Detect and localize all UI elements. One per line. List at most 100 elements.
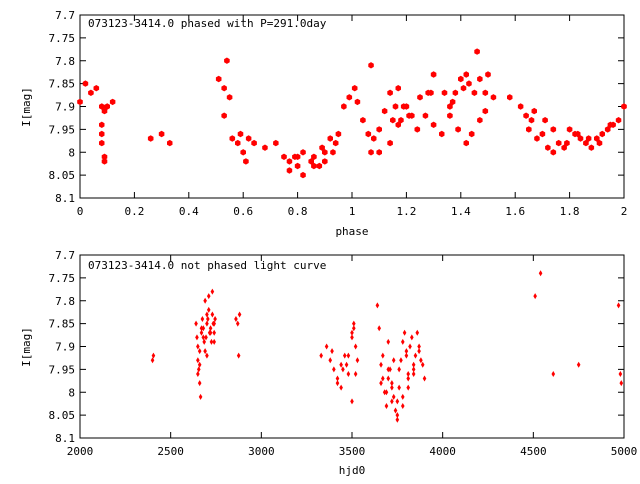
bottom-data-point xyxy=(212,329,216,336)
top-data-point xyxy=(311,162,317,170)
top-plot: 0 0.2 0.4 0.6 0.8 1 1.2 1.4 1.6 1.8 2 7.7 7.75 7.8 7.8… xyxy=(49,9,628,218)
bottom-data-point xyxy=(236,352,241,359)
top-data-point xyxy=(422,112,429,119)
bottom-data-point xyxy=(382,389,387,396)
top-data-point xyxy=(447,103,453,110)
bottom-data-point xyxy=(619,380,624,387)
top-data-point xyxy=(531,107,537,115)
top-data-point xyxy=(286,158,293,165)
bottom-data-point xyxy=(235,320,240,327)
bottom-y-tick-label: 8.05 xyxy=(49,409,76,422)
top-data-point xyxy=(482,107,489,115)
top-data-point xyxy=(351,85,358,92)
top-data-point xyxy=(368,149,374,156)
bottom-data-point xyxy=(213,316,217,323)
top-data-point xyxy=(550,126,557,133)
top-x-tick-label: 1 xyxy=(349,205,356,218)
bottom-data-point xyxy=(195,334,199,341)
bottom-data-point xyxy=(237,311,242,318)
bottom-data-point xyxy=(417,343,421,350)
bottom-data-point xyxy=(203,348,207,355)
top-y-tick-label: 7.8 xyxy=(55,55,75,68)
top-data-point xyxy=(455,126,461,133)
bottom-data-point xyxy=(355,357,360,364)
top-data-point xyxy=(395,85,401,92)
bottom-data-point xyxy=(198,393,203,400)
bottom-data-point xyxy=(618,370,623,377)
top-data-point xyxy=(226,94,233,101)
bottom-x-axis-label: hjd0 xyxy=(339,464,366,477)
top-data-point xyxy=(221,85,227,92)
top-data-point xyxy=(550,149,557,156)
bottom-data-point xyxy=(197,380,202,387)
top-data-point xyxy=(101,158,108,165)
bottom-y-tick-label: 7.7 xyxy=(55,249,75,262)
bottom-data-point xyxy=(411,361,416,368)
top-data-point xyxy=(583,139,589,147)
bottom-data-point xyxy=(408,343,412,350)
top-data-point xyxy=(539,130,546,138)
top-data-point xyxy=(335,130,342,138)
bottom-data-point xyxy=(196,357,200,364)
top-y-tick-label: 7.75 xyxy=(49,32,76,45)
bottom-data-point xyxy=(210,288,215,295)
top-data-point xyxy=(330,149,336,156)
top-data-point xyxy=(599,130,605,138)
bottom-data-point xyxy=(400,402,405,409)
bottom-data-point xyxy=(420,361,425,368)
top-data-point xyxy=(93,85,100,92)
top-data-point xyxy=(381,107,388,115)
bottom-data-point xyxy=(234,316,238,323)
bottom-data-point xyxy=(404,352,409,359)
bottom-data-point xyxy=(202,338,207,345)
top-y-axis-label: I[mag] xyxy=(20,87,33,127)
bottom-data-point xyxy=(199,325,204,332)
bottom-data-point xyxy=(390,380,394,387)
bottom-data-point xyxy=(210,311,215,318)
top-data-point xyxy=(561,144,567,151)
top-data-point xyxy=(237,130,244,138)
bottom-data-point xyxy=(397,366,401,373)
bottom-plot-frame xyxy=(79,254,625,439)
top-data-point xyxy=(88,89,94,96)
top-data-point xyxy=(215,75,222,83)
bottom-data-point xyxy=(150,357,155,364)
bottom-data-point xyxy=(399,357,403,364)
bottom-data-point xyxy=(339,384,343,391)
top-x-axis-label: phase xyxy=(335,225,368,238)
top-data-point xyxy=(319,144,325,151)
bottom-x-tick-label: 2000 xyxy=(67,445,94,458)
top-data-point xyxy=(523,112,529,119)
bottom-data-point xyxy=(335,375,340,382)
top-y-tick-label: 7.85 xyxy=(49,78,76,91)
top-data-point xyxy=(332,139,339,147)
bottom-data-point xyxy=(196,343,200,350)
top-x-tick-label: 1.4 xyxy=(451,205,471,218)
bottom-data-point xyxy=(395,412,400,419)
top-data-point xyxy=(158,130,165,138)
bottom-data-point xyxy=(350,398,354,405)
bottom-plot: 2000 2500 3000 3500 4000 4500 5000 7.7 7.75 7.8 7.… xyxy=(49,249,638,458)
top-data-point xyxy=(447,112,453,119)
bottom-chart-title: 073123-3414.0 not phased light curve xyxy=(88,259,326,272)
top-data-point xyxy=(147,135,154,142)
bottom-data-point xyxy=(200,316,205,323)
top-data-point xyxy=(341,103,347,110)
top-data-point xyxy=(262,144,268,151)
bottom-data-point xyxy=(400,393,405,400)
top-data-point xyxy=(575,130,581,138)
bottom-data-point xyxy=(339,361,343,368)
bottom-data-point xyxy=(377,325,381,332)
top-data-point xyxy=(286,167,293,174)
bottom-data-point xyxy=(390,384,394,391)
top-x-tick-label: 1.2 xyxy=(396,205,416,218)
bottom-data-point xyxy=(206,306,211,313)
bottom-data-point xyxy=(533,293,537,300)
top-data-point xyxy=(235,139,241,147)
top-data-point xyxy=(555,139,562,147)
top-data-point xyxy=(395,121,401,128)
top-data-point xyxy=(596,139,603,147)
bottom-data-point xyxy=(204,334,208,341)
bottom-data-point xyxy=(324,343,329,350)
top-x-tick-label: 0.2 xyxy=(124,205,144,218)
